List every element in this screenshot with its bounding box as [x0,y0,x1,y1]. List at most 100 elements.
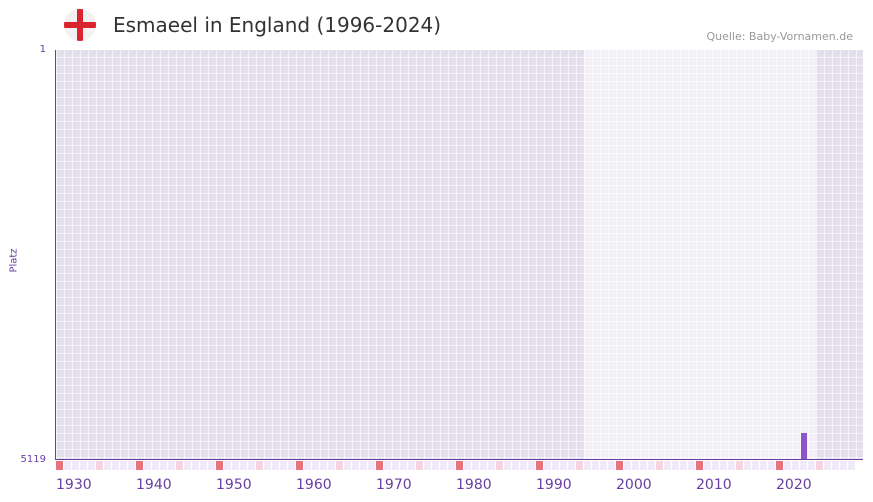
year-cell-1962 [312,461,319,470]
year-cell-1972 [392,461,399,470]
year-cell-2021 [784,461,791,470]
year-cell-2003 [640,461,647,470]
year-cell-2020 [776,461,783,470]
year-cell-1951 [224,461,231,470]
year-cell-1977 [432,461,439,470]
year-cell-2022 [792,461,799,470]
year-cell-2017 [752,461,759,470]
year-cell-1955 [256,461,263,470]
year-cell-1983 [480,461,487,470]
year-cell-1984 [488,461,495,470]
year-cell-2019 [768,461,775,470]
year-cell-1973 [400,461,407,470]
year-cell-1957 [272,461,279,470]
year-cell-1937 [112,461,119,470]
year-cell-1956 [264,461,271,470]
year-cell-2001 [624,461,631,470]
year-cell-2012 [712,461,719,470]
year-cell-1990 [536,461,543,470]
x-tick-2020: 2020 [776,477,812,493]
year-cell-1939 [128,461,135,470]
x-tick-1940: 1940 [136,477,172,493]
x-tick-1960: 1960 [296,477,332,493]
year-cell-1970 [376,461,383,470]
year-cell-2027 [832,461,839,470]
year-cell-2026 [824,461,831,470]
year-cell-1931 [64,461,71,470]
year-cell-1945 [176,461,183,470]
year-cell-1996 [584,461,591,470]
year-cell-2002 [632,461,639,470]
year-cell-2010 [696,461,703,470]
year-cell-1952 [232,461,239,470]
year-cell-1941 [144,461,151,470]
year-cell-1979 [448,461,455,470]
year-cell-2029 [848,461,855,470]
year-cell-1998 [600,461,607,470]
x-tick-1970: 1970 [376,477,412,493]
year-cell-1940 [136,461,143,470]
year-cell-2009 [688,461,695,470]
year-cell-1932 [72,461,79,470]
source-credit: Quelle: Baby-Vornamen.de [706,30,853,43]
year-cell-1987 [512,461,519,470]
year-cell-1960 [296,461,303,470]
year-cell-1934 [88,461,95,470]
year-cell-1981 [464,461,471,470]
year-cell-1978 [440,461,447,470]
year-cell-1985 [496,461,503,470]
highlight-range [584,50,816,459]
year-cell-1980 [456,461,463,470]
year-cell-1943 [160,461,167,470]
year-cell-1950 [216,461,223,470]
year-cell-1963 [320,461,327,470]
year-cell-1993 [560,461,567,470]
year-cell-1969 [368,461,375,470]
chart-title: Esmaeel in England (1996-2024) [113,13,442,37]
year-cell-2014 [728,461,735,470]
x-tick-1980: 1980 [456,477,492,493]
x-tick-2000: 2000 [616,477,652,493]
x-tick-1950: 1950 [216,477,252,493]
year-cell-1965 [336,461,343,470]
year-cell-1976 [424,461,431,470]
year-cell-2004 [648,461,655,470]
x-tick-1930: 1930 [56,477,92,493]
year-cell-1989 [528,461,535,470]
year-cell-1982 [472,461,479,470]
year-cell-1991 [544,461,551,470]
year-cell-1971 [384,461,391,470]
year-cell-1949 [208,461,215,470]
year-cell-1968 [360,461,367,470]
year-cell-2016 [744,461,751,470]
year-cell-1995 [576,461,583,470]
year-cell-1986 [504,461,511,470]
year-cell-1997 [592,461,599,470]
x-tick-2010: 2010 [696,477,732,493]
year-cell-1936 [104,461,111,470]
year-cell-1942 [152,461,159,470]
year-cell-2024 [808,461,815,470]
plot-area [55,50,863,460]
y-tick-top: 1 [39,44,46,55]
year-cell-2000 [616,461,623,470]
x-tick-1990: 1990 [536,477,572,493]
year-cell-2005 [656,461,663,470]
year-cell-1964 [328,461,335,470]
year-cell-1992 [552,461,559,470]
y-axis-label: Platz [8,248,20,273]
year-cell-1967 [352,461,359,470]
year-cell-1994 [568,461,575,470]
year-cell-2011 [704,461,711,470]
year-cell-2018 [760,461,767,470]
year-cell-1938 [120,461,127,470]
year-cell-1930 [56,461,63,470]
year-cell-2007 [672,461,679,470]
year-cell-1974 [408,461,415,470]
year-cell-2006 [664,461,671,470]
year-cell-1946 [184,461,191,470]
england-flag-icon [64,9,96,41]
year-cell-1961 [304,461,311,470]
year-cell-2013 [720,461,727,470]
year-cell-2028 [840,461,847,470]
